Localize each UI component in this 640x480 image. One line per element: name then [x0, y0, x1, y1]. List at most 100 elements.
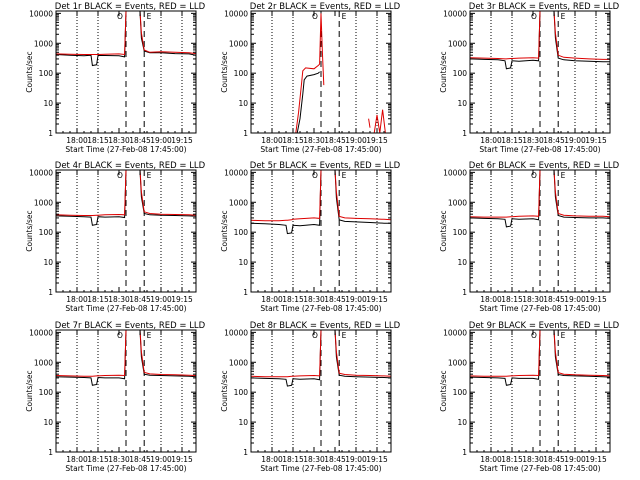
panel-1-plot-area: [56, 11, 196, 133]
panel-2-ytick-label-5: 10000: [224, 9, 248, 18]
panel-7-xaxis-label: Start Time (27-Feb-08 17:45:00): [65, 464, 186, 473]
panel-8-xtick-label-2: 18:15: [282, 455, 304, 464]
panel-4-xaxis-label: Start Time (27-Feb-08 17:45:00): [65, 304, 186, 313]
panel-2-ytick-label-1: 1: [243, 129, 248, 138]
panel-2-series-events-1: [296, 71, 320, 133]
panel-5-marker-e: E: [342, 171, 347, 180]
panel-1-xtick-label-6: 19:15: [171, 136, 193, 145]
panel-1-marker-e: E: [147, 12, 152, 21]
panel-5-marker-o: O: [312, 171, 318, 180]
panel-7-xtick-label-2: 18:15: [87, 455, 109, 464]
panel-2-xtick-label-4: 18:45: [324, 136, 346, 145]
panel-7-xtick-label-3: 18:30: [108, 455, 130, 464]
panel-2-xtick-label-2: 18:15: [282, 136, 304, 145]
panel-5-ytick-label-4: 1000: [229, 198, 248, 207]
panel-6-marker-e: E: [561, 171, 566, 180]
panel-1-ytick-label-3: 100: [39, 69, 54, 78]
panel-9-series-lld-2: [470, 330, 610, 377]
panel-3-ytick-label-1: 1: [462, 129, 467, 138]
panel-2-xtick-label-6: 19:15: [366, 136, 388, 145]
panel-7-ytick-label-2: 10: [43, 418, 53, 427]
panel-7-marker-e: E: [147, 331, 152, 340]
panel-6-yaxis-label: Counts/sec: [439, 210, 448, 251]
panel-5-xtick-label-5: 19:00: [345, 295, 367, 304]
panel-9-ytick-label-3: 100: [453, 388, 468, 397]
panel-7-xtick-label-4: 18:45: [129, 455, 151, 464]
panel-5-title: Det 5r BLACK = Events, RED = LLD: [250, 161, 401, 171]
panel-8-ytick-label-1: 1: [243, 448, 248, 457]
panel-9-marker-e: E: [561, 331, 566, 340]
panel-6-ytick-label-1: 1: [462, 288, 467, 297]
panel-9-xtick-label-2: 18:15: [501, 455, 523, 464]
panel-5-ytick-label-2: 10: [238, 258, 248, 267]
panel-5-xtick-label-2: 18:15: [282, 295, 304, 304]
panel-4-yaxis-label: Counts/sec: [25, 210, 34, 251]
panel-6-plot-area: [470, 170, 610, 292]
panel-5-ytick-label-5: 10000: [224, 168, 248, 177]
panel-4-xtick-label-2: 18:15: [87, 295, 109, 304]
panel-9-plot-area: [470, 330, 610, 452]
panel-4-xtick-label-3: 18:30: [108, 295, 130, 304]
panel-1-title: Det 1r BLACK = Events, RED = LLD: [55, 2, 206, 12]
panel-2-xtick-label-3: 18:30: [303, 136, 325, 145]
panel-3-xtick-label-2: 18:15: [501, 136, 523, 145]
panel-5-yaxis-label: Counts/sec: [220, 210, 229, 251]
panel-8-yaxis-label: Counts/sec: [220, 370, 229, 411]
panel-8-title: Det 8r BLACK = Events, RED = LLD: [250, 321, 401, 331]
panel-1-xtick-label-1: 18:00: [66, 136, 88, 145]
panel-9-xaxis-label: Start Time (27-Feb-08 17:45:00): [479, 464, 600, 473]
panel-5-ytick-label-1: 1: [243, 288, 248, 297]
panel-7-ytick-label-3: 100: [39, 388, 54, 397]
panel-8-plot-area: [251, 330, 391, 452]
panel-7-marker-o: O: [117, 331, 123, 340]
panel-4-marker-o: O: [117, 171, 123, 180]
panel-2-ytick-label-2: 10: [238, 99, 248, 108]
panel-6-xtick-label-3: 18:30: [522, 295, 544, 304]
panel-4-ytick-label-4: 1000: [34, 198, 53, 207]
panel-3-ytick-label-4: 1000: [448, 39, 467, 48]
panel-2-series-lld-4: [373, 109, 386, 133]
panel-1-xaxis-label: Start Time (27-Feb-08 17:45:00): [65, 145, 186, 154]
panel-2-marker-e: E: [342, 12, 347, 21]
panel-3-series-lld-2: [470, 11, 610, 60]
panel-8-ytick-label-5: 10000: [224, 328, 248, 337]
panel-8-marker-e: E: [342, 331, 347, 340]
panel-9-xtick-label-6: 19:15: [585, 455, 607, 464]
panel-4-plot-area: [56, 170, 196, 292]
panel-4-title: Det 4r BLACK = Events, RED = LLD: [55, 161, 206, 171]
panel-5-xaxis-label: Start Time (27-Feb-08 17:45:00): [260, 304, 381, 313]
panel-1-yaxis-label: Counts/sec: [25, 51, 34, 92]
panel-4-ytick-label-1: 1: [48, 288, 53, 297]
panel-2-marker-o: O: [312, 12, 318, 21]
panel-1-series-lld-2: [56, 11, 196, 56]
panel-7-xtick-label-6: 19:15: [171, 455, 193, 464]
panel-4-series-lld-2: [56, 170, 196, 216]
panel-4-ytick-label-5: 10000: [29, 168, 53, 177]
panel-3-xaxis-label: Start Time (27-Feb-08 17:45:00): [479, 145, 600, 154]
panel-6-ytick-label-2: 10: [457, 258, 467, 267]
panel-6-series-lld-2: [470, 170, 610, 218]
panel-7-plot-area: [56, 330, 196, 452]
panel-5-ytick-label-3: 100: [234, 228, 249, 237]
panel-2-xaxis-label: Start Time (27-Feb-08 17:45:00): [260, 145, 381, 154]
panel-7-series-lld-2: [56, 330, 196, 377]
panel-5-xtick-label-6: 19:15: [366, 295, 388, 304]
panel-3-title: Det 3r BLACK = Events, RED = LLD: [469, 2, 620, 12]
panel-6-ytick-label-5: 10000: [443, 168, 467, 177]
panel-9-xtick-label-3: 18:30: [522, 455, 544, 464]
panel-4-marker-e: E: [147, 171, 152, 180]
panel-1-marker-o: O: [117, 12, 123, 21]
panel-9-xtick-label-1: 18:00: [480, 455, 502, 464]
panel-8-ytick-label-2: 10: [238, 418, 248, 427]
panel-2-ytick-label-4: 1000: [229, 39, 248, 48]
panel-3-plot-area: [470, 11, 610, 133]
panel-4-ytick-label-2: 10: [43, 258, 53, 267]
panel-8-xtick-label-5: 19:00: [345, 455, 367, 464]
panel-1-ytick-label-1: 1: [48, 129, 53, 138]
panel-3-yaxis-label: Counts/sec: [439, 51, 448, 92]
